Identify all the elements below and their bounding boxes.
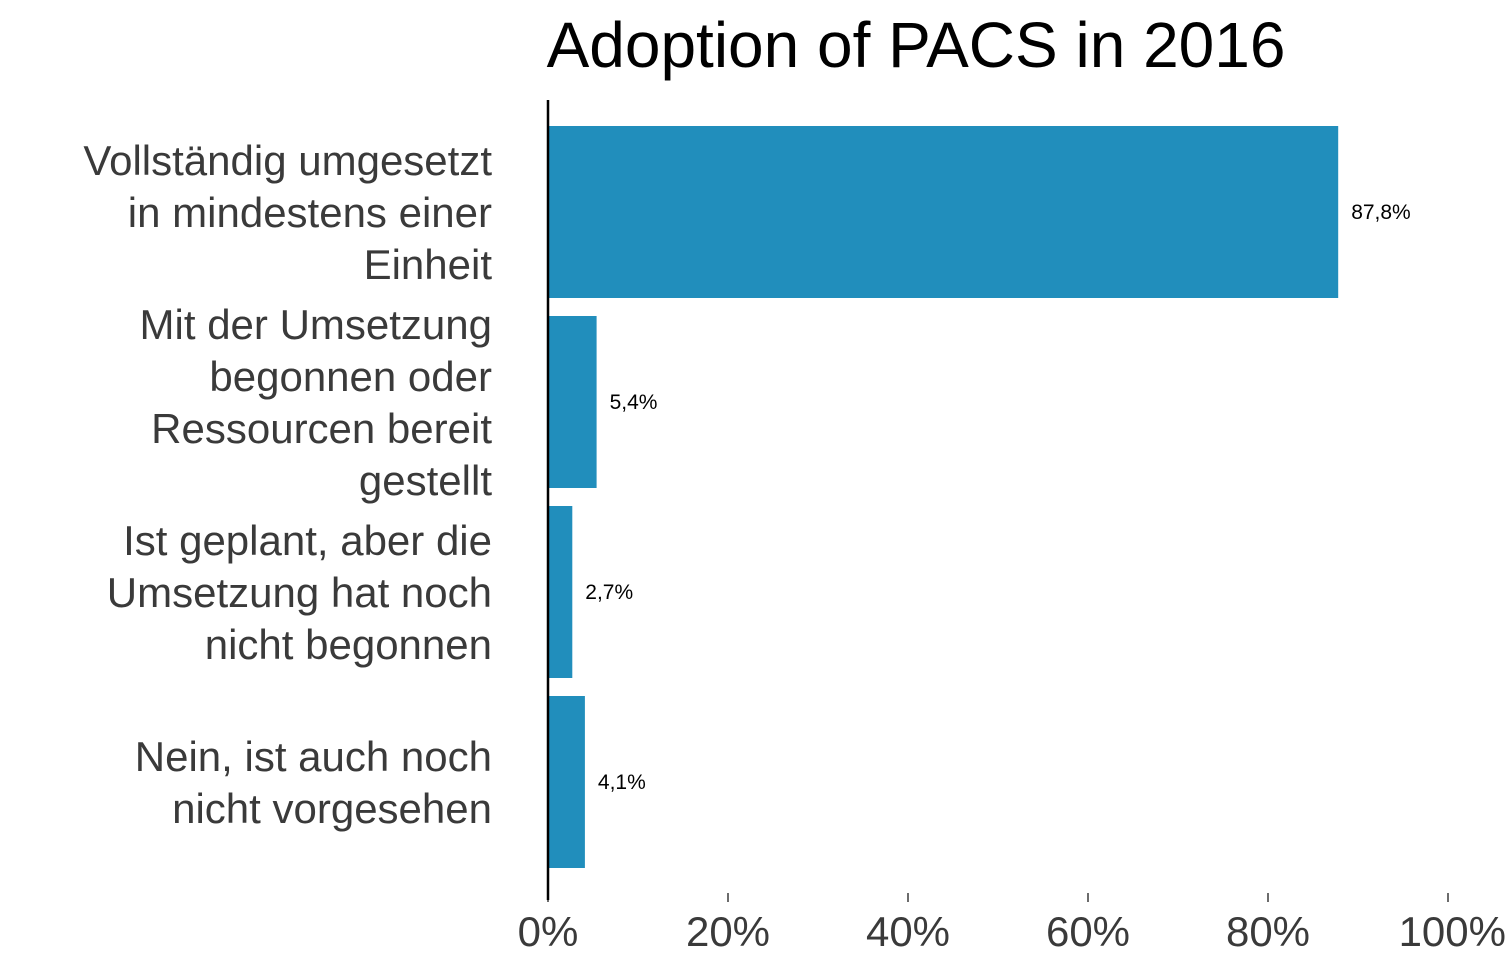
- category-label-line: begonnen oder: [209, 353, 492, 400]
- category-label-3: Ist geplant, aber die Umsetzung hat noch n…: [107, 517, 492, 668]
- bar-1: [548, 126, 1339, 298]
- x-tick-label: 80%: [1226, 908, 1310, 955]
- x-tick-label: 100%: [1399, 908, 1506, 955]
- category-label-line: Umsetzung hat noch: [107, 569, 492, 616]
- x-axis-ticks: 0% 20% 40% 60% 80% 100%: [518, 893, 1506, 955]
- x-tick-label: 20%: [686, 908, 770, 955]
- data-label-1: 87,8%: [1351, 201, 1411, 224]
- x-tick-label: 60%: [1046, 908, 1130, 955]
- data-label-3: 2,7%: [585, 581, 633, 604]
- category-label-line: Mit der Umsetzung: [140, 301, 492, 348]
- bar-2: [548, 316, 597, 488]
- category-label-line: Ressourcen bereit: [151, 405, 492, 452]
- data-labels: 87,8% 5,4% 2,7% 4,1%: [585, 201, 1410, 794]
- category-label-line: Ist geplant, aber die: [123, 517, 492, 564]
- x-tick-label: 40%: [866, 908, 950, 955]
- chart-title: Adoption of PACS in 2016: [547, 9, 1286, 81]
- category-label-line: Vollständig umgesetzt: [83, 137, 492, 184]
- bar-4: [548, 696, 585, 868]
- bar-3: [548, 506, 573, 678]
- category-label-line: nicht vorgesehen: [172, 785, 492, 832]
- category-labels: Vollständig umgesetzt in mindestens einer…: [83, 137, 492, 832]
- category-label-line: in mindestens einer: [128, 189, 492, 236]
- data-label-2: 5,4%: [610, 391, 658, 414]
- bars-layer: [548, 126, 1339, 868]
- category-label-line: Einheit: [364, 241, 493, 288]
- data-label-4: 4,1%: [598, 771, 646, 794]
- category-label-2: Mit der Umsetzung begonnen oder Ressourcen…: [140, 301, 493, 504]
- category-label-line: nicht begonnen: [205, 621, 492, 668]
- category-label-line: gestellt: [359, 457, 492, 504]
- category-label-4: Nein, ist auch noch nicht vorgesehen: [135, 733, 492, 832]
- category-label-1: Vollständig umgesetzt in mindestens einer…: [83, 137, 492, 288]
- category-label-line: Nein, ist auch noch: [135, 733, 492, 780]
- x-tick-label: 0%: [518, 908, 579, 955]
